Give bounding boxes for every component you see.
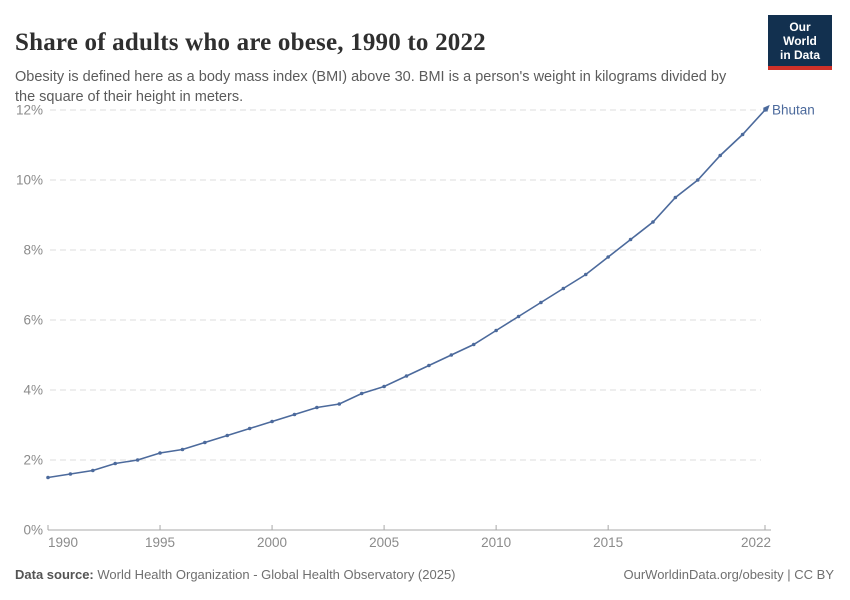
data-point	[740, 132, 745, 137]
x-axis-tick-label: 2000	[257, 535, 287, 550]
data-point	[158, 451, 162, 455]
y-axis-tick-label: 8%	[23, 243, 43, 258]
data-point	[225, 433, 230, 438]
owid-license-link[interactable]: OurWorldinData.org/obesity | CC BY	[623, 567, 835, 582]
data-point	[561, 286, 566, 291]
data-point	[359, 391, 364, 396]
data-point	[337, 402, 342, 406]
data-point	[247, 426, 252, 431]
data-point	[651, 220, 655, 224]
data-point	[113, 461, 118, 466]
chart-footer: Data source: World Health Organization -…	[15, 567, 834, 582]
line-chart: 0% 2% 4% 6% 8% 10% 12% 1990 1995 2000 2005 2010 2015…	[0, 95, 850, 555]
data-point	[135, 458, 140, 462]
y-axis-tick-label: 4%	[23, 383, 43, 398]
data-point	[449, 353, 454, 357]
data-point	[516, 314, 521, 319]
data-point	[494, 328, 498, 333]
chart-title: Share of adults who are obese, 1990 to 2…	[15, 28, 486, 56]
y-axis-tick-label: 6%	[23, 313, 43, 328]
data-point	[91, 468, 95, 473]
owid-logo-line2: in Data	[779, 48, 820, 62]
line-end-arrow-icon	[762, 104, 770, 113]
data-source-note: Data source: World Health Organization -…	[15, 567, 456, 582]
data-point	[695, 178, 700, 182]
data-point	[203, 440, 207, 445]
data-point	[270, 419, 274, 424]
data-point	[68, 472, 73, 476]
x-axis-tick-label: 2015	[593, 535, 623, 550]
x-axis-tick-label: 2010	[481, 535, 511, 550]
data-point	[180, 447, 185, 452]
x-axis-tick-label: 2005	[369, 535, 399, 550]
y-axis-tick-label: 0%	[23, 523, 43, 538]
data-point	[673, 195, 678, 200]
series-line-bhutan	[47, 109, 766, 479]
data-point	[404, 374, 409, 378]
x-axis-tick-label: 1990	[48, 535, 78, 550]
y-axis-tick-label: 10%	[16, 173, 43, 188]
data-point	[583, 272, 588, 277]
data-source-label: Data source:	[15, 567, 94, 582]
data-point	[606, 255, 610, 259]
y-axis-tick-label: 12%	[16, 103, 43, 118]
data-point	[628, 237, 633, 242]
data-point	[471, 342, 476, 347]
data-point	[382, 384, 386, 389]
y-axis-tick-label: 2%	[23, 453, 43, 468]
data-point	[718, 153, 722, 158]
entity-label-bhutan[interactable]: Bhutan	[772, 103, 815, 118]
x-axis-tick-label: 1995	[145, 535, 175, 550]
data-point	[315, 405, 319, 410]
owid-logo-line1: Our World	[783, 20, 817, 48]
x-axis-tick-label: 2022	[741, 535, 771, 550]
data-point	[292, 412, 297, 417]
data-point	[427, 363, 431, 368]
data-source-text: World Health Organization - Global Healt…	[93, 567, 456, 582]
owid-logo[interactable]: Our World in Data	[768, 15, 832, 70]
data-point	[539, 300, 543, 305]
chart-subtitle: Obesity is defined here as a body mass i…	[15, 68, 727, 105]
data-point	[46, 475, 50, 480]
line-chart-canvas: 0% 2% 4% 6% 8% 10% 12% 1990 1995 2000 2005 2010 2015…	[16, 103, 815, 551]
